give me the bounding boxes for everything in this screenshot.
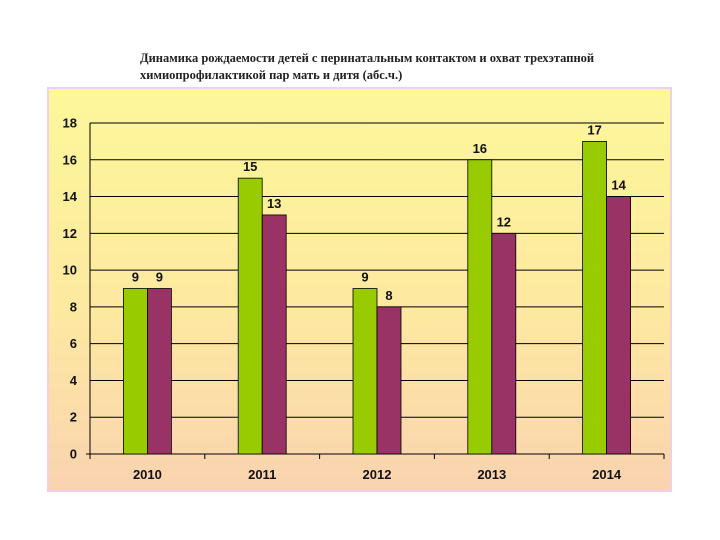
x-category-label: 2011 bbox=[248, 467, 276, 482]
data-label: 16 bbox=[473, 141, 487, 156]
data-label: 9 bbox=[132, 270, 139, 285]
data-label: 14 bbox=[611, 178, 626, 193]
bar-2014-series-1 bbox=[582, 140, 607, 455]
y-tick-label: 6 bbox=[70, 336, 77, 351]
data-label: 9 bbox=[156, 270, 163, 285]
data-label: 8 bbox=[385, 288, 392, 303]
data-label: 17 bbox=[587, 122, 601, 137]
bar-2013-series-1 bbox=[467, 159, 493, 455]
bar-chart: 0 2 4 6 8 10 12 14 16 18 9 9 2010 15 13 2011 9 8 2012 16 12 2… bbox=[63, 116, 665, 482]
x-category-label: 2010 bbox=[133, 467, 162, 482]
bar-2011-series-1 bbox=[237, 177, 263, 455]
x-category-label: 2012 bbox=[363, 467, 392, 482]
y-tick-label: 2 bbox=[70, 410, 77, 425]
data-label: 13 bbox=[267, 196, 281, 211]
bar-2010-series-1 bbox=[123, 288, 148, 455]
data-label: 9 bbox=[361, 270, 368, 285]
data-label: 15 bbox=[243, 159, 257, 174]
y-tick-label: 10 bbox=[63, 263, 77, 278]
y-tick-label: 16 bbox=[63, 152, 77, 167]
y-tick-label: 14 bbox=[63, 189, 78, 204]
y-tick-label: 8 bbox=[70, 299, 77, 314]
y-tick-label: 0 bbox=[70, 447, 77, 462]
chart-title: Динамика рождаемости детей с перинатальн… bbox=[140, 51, 595, 82]
bar-2010-series-2 bbox=[147, 288, 172, 455]
bar-2013-series-2 bbox=[491, 232, 517, 455]
x-category-label: 2014 bbox=[592, 467, 622, 482]
y-tick-label: 4 bbox=[70, 373, 78, 388]
bar-2011-series-2 bbox=[261, 214, 287, 455]
bar-2012-series-2 bbox=[376, 306, 402, 455]
y-tick-label: 18 bbox=[63, 116, 77, 131]
data-label: 12 bbox=[497, 214, 511, 229]
chart-area: 0 2 4 6 8 10 12 14 16 18 9 9 2010 15 13 2011 9 8 2012 16 12 2… bbox=[47, 87, 672, 492]
bar-2012-series-1 bbox=[352, 288, 378, 455]
bar-2014-series-2 bbox=[606, 196, 631, 455]
x-category-label: 2013 bbox=[477, 467, 506, 482]
y-tick-label: 12 bbox=[63, 226, 77, 241]
